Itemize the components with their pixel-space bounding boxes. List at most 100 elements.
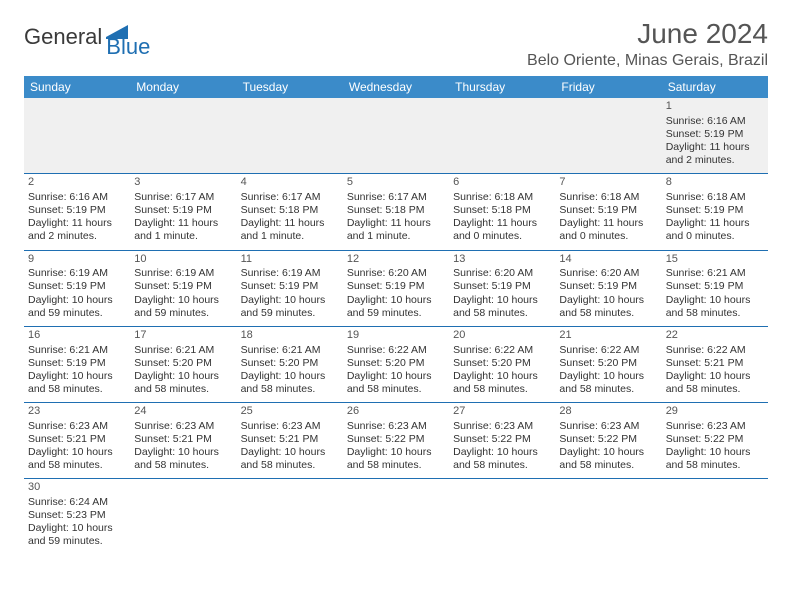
- calendar-day-cell: [237, 98, 343, 174]
- calendar-day-cell: 10Sunrise: 6:19 AMSunset: 5:19 PMDayligh…: [130, 250, 236, 326]
- sunrise-text: Sunrise: 6:16 AM: [28, 191, 126, 204]
- sunset-text: Sunset: 5:19 PM: [666, 280, 764, 293]
- calendar-day-cell: 14Sunrise: 6:20 AMSunset: 5:19 PMDayligh…: [555, 250, 661, 326]
- day-number: 21: [559, 329, 657, 343]
- sunset-text: Sunset: 5:20 PM: [347, 357, 445, 370]
- sunrise-text: Sunrise: 6:22 AM: [559, 344, 657, 357]
- calendar-day-cell: 17Sunrise: 6:21 AMSunset: 5:20 PMDayligh…: [130, 326, 236, 402]
- day-number: 18: [241, 329, 339, 343]
- daylight-text: Daylight: 10 hours and 58 minutes.: [347, 446, 445, 472]
- daylight-text: Daylight: 10 hours and 59 minutes.: [134, 294, 232, 320]
- sunrise-text: Sunrise: 6:23 AM: [347, 420, 445, 433]
- weekday-header-row: Sunday Monday Tuesday Wednesday Thursday…: [24, 76, 768, 98]
- sunrise-text: Sunrise: 6:18 AM: [666, 191, 764, 204]
- sunrise-text: Sunrise: 6:23 AM: [453, 420, 551, 433]
- month-title: June 2024: [527, 18, 768, 50]
- daylight-text: Daylight: 10 hours and 58 minutes.: [559, 294, 657, 320]
- weekday-header: Tuesday: [237, 76, 343, 98]
- day-number: 3: [134, 176, 232, 190]
- day-number: 26: [347, 405, 445, 419]
- daylight-text: Daylight: 11 hours and 2 minutes.: [28, 217, 126, 243]
- calendar-page: General Blue June 2024 Belo Oriente, Min…: [0, 0, 792, 555]
- sunrise-text: Sunrise: 6:18 AM: [453, 191, 551, 204]
- daylight-text: Daylight: 11 hours and 2 minutes.: [666, 141, 764, 167]
- sunset-text: Sunset: 5:19 PM: [559, 280, 657, 293]
- sunrise-text: Sunrise: 6:21 AM: [134, 344, 232, 357]
- daylight-text: Daylight: 10 hours and 58 minutes.: [28, 446, 126, 472]
- weekday-header: Friday: [555, 76, 661, 98]
- daylight-text: Daylight: 10 hours and 58 minutes.: [134, 446, 232, 472]
- daylight-text: Daylight: 11 hours and 0 minutes.: [559, 217, 657, 243]
- sunrise-text: Sunrise: 6:17 AM: [347, 191, 445, 204]
- weekday-header: Saturday: [662, 76, 768, 98]
- sunrise-text: Sunrise: 6:18 AM: [559, 191, 657, 204]
- daylight-text: Daylight: 10 hours and 58 minutes.: [241, 370, 339, 396]
- day-number: 7: [559, 176, 657, 190]
- sunrise-text: Sunrise: 6:17 AM: [241, 191, 339, 204]
- calendar-day-cell: 30Sunrise: 6:24 AMSunset: 5:23 PMDayligh…: [24, 479, 130, 555]
- calendar-day-cell: [662, 479, 768, 555]
- day-number: 19: [347, 329, 445, 343]
- day-number: 12: [347, 253, 445, 267]
- daylight-text: Daylight: 10 hours and 58 minutes.: [347, 370, 445, 396]
- sunset-text: Sunset: 5:20 PM: [453, 357, 551, 370]
- calendar-day-cell: [343, 479, 449, 555]
- sunrise-text: Sunrise: 6:16 AM: [666, 115, 764, 128]
- calendar-day-cell: 1Sunrise: 6:16 AMSunset: 5:19 PMDaylight…: [662, 98, 768, 174]
- brand-blue: Blue: [106, 34, 150, 60]
- calendar-day-cell: 24Sunrise: 6:23 AMSunset: 5:21 PMDayligh…: [130, 403, 236, 479]
- sunset-text: Sunset: 5:19 PM: [666, 204, 764, 217]
- calendar-day-cell: [343, 98, 449, 174]
- daylight-text: Daylight: 10 hours and 58 minutes.: [28, 370, 126, 396]
- daylight-text: Daylight: 10 hours and 58 minutes.: [134, 370, 232, 396]
- brand-logo: General Blue: [24, 24, 174, 50]
- calendar-day-cell: 5Sunrise: 6:17 AMSunset: 5:18 PMDaylight…: [343, 174, 449, 250]
- calendar-day-cell: [449, 479, 555, 555]
- daylight-text: Daylight: 10 hours and 58 minutes.: [453, 370, 551, 396]
- calendar-day-cell: 15Sunrise: 6:21 AMSunset: 5:19 PMDayligh…: [662, 250, 768, 326]
- sunset-text: Sunset: 5:22 PM: [347, 433, 445, 446]
- sunset-text: Sunset: 5:22 PM: [453, 433, 551, 446]
- sunrise-text: Sunrise: 6:19 AM: [241, 267, 339, 280]
- weekday-header: Monday: [130, 76, 236, 98]
- day-number: 15: [666, 253, 764, 267]
- daylight-text: Daylight: 10 hours and 59 minutes.: [28, 522, 126, 548]
- daylight-text: Daylight: 10 hours and 58 minutes.: [666, 294, 764, 320]
- calendar-day-cell: 23Sunrise: 6:23 AMSunset: 5:21 PMDayligh…: [24, 403, 130, 479]
- calendar-day-cell: 29Sunrise: 6:23 AMSunset: 5:22 PMDayligh…: [662, 403, 768, 479]
- day-number: 1: [666, 100, 764, 114]
- calendar-table: Sunday Monday Tuesday Wednesday Thursday…: [24, 76, 768, 555]
- sunrise-text: Sunrise: 6:20 AM: [453, 267, 551, 280]
- sunset-text: Sunset: 5:21 PM: [134, 433, 232, 446]
- day-number: 10: [134, 253, 232, 267]
- page-header: General Blue June 2024 Belo Oriente, Min…: [24, 18, 768, 70]
- calendar-day-cell: 16Sunrise: 6:21 AMSunset: 5:19 PMDayligh…: [24, 326, 130, 402]
- day-number: 20: [453, 329, 551, 343]
- day-number: 25: [241, 405, 339, 419]
- sunrise-text: Sunrise: 6:23 AM: [28, 420, 126, 433]
- day-number: 5: [347, 176, 445, 190]
- sunset-text: Sunset: 5:22 PM: [559, 433, 657, 446]
- day-number: 8: [666, 176, 764, 190]
- daylight-text: Daylight: 11 hours and 1 minute.: [241, 217, 339, 243]
- calendar-day-cell: 8Sunrise: 6:18 AMSunset: 5:19 PMDaylight…: [662, 174, 768, 250]
- calendar-day-cell: [130, 98, 236, 174]
- day-number: 6: [453, 176, 551, 190]
- sunrise-text: Sunrise: 6:23 AM: [666, 420, 764, 433]
- calendar-day-cell: 19Sunrise: 6:22 AMSunset: 5:20 PMDayligh…: [343, 326, 449, 402]
- day-number: 23: [28, 405, 126, 419]
- calendar-day-cell: 28Sunrise: 6:23 AMSunset: 5:22 PMDayligh…: [555, 403, 661, 479]
- day-number: 4: [241, 176, 339, 190]
- calendar-day-cell: [130, 479, 236, 555]
- day-number: 24: [134, 405, 232, 419]
- calendar-day-cell: 27Sunrise: 6:23 AMSunset: 5:22 PMDayligh…: [449, 403, 555, 479]
- sunset-text: Sunset: 5:22 PM: [666, 433, 764, 446]
- calendar-week-row: 2Sunrise: 6:16 AMSunset: 5:19 PMDaylight…: [24, 174, 768, 250]
- sunset-text: Sunset: 5:18 PM: [241, 204, 339, 217]
- calendar-day-cell: 2Sunrise: 6:16 AMSunset: 5:19 PMDaylight…: [24, 174, 130, 250]
- daylight-text: Daylight: 10 hours and 58 minutes.: [559, 446, 657, 472]
- weekday-header: Sunday: [24, 76, 130, 98]
- daylight-text: Daylight: 11 hours and 0 minutes.: [453, 217, 551, 243]
- sunset-text: Sunset: 5:20 PM: [134, 357, 232, 370]
- sunset-text: Sunset: 5:19 PM: [559, 204, 657, 217]
